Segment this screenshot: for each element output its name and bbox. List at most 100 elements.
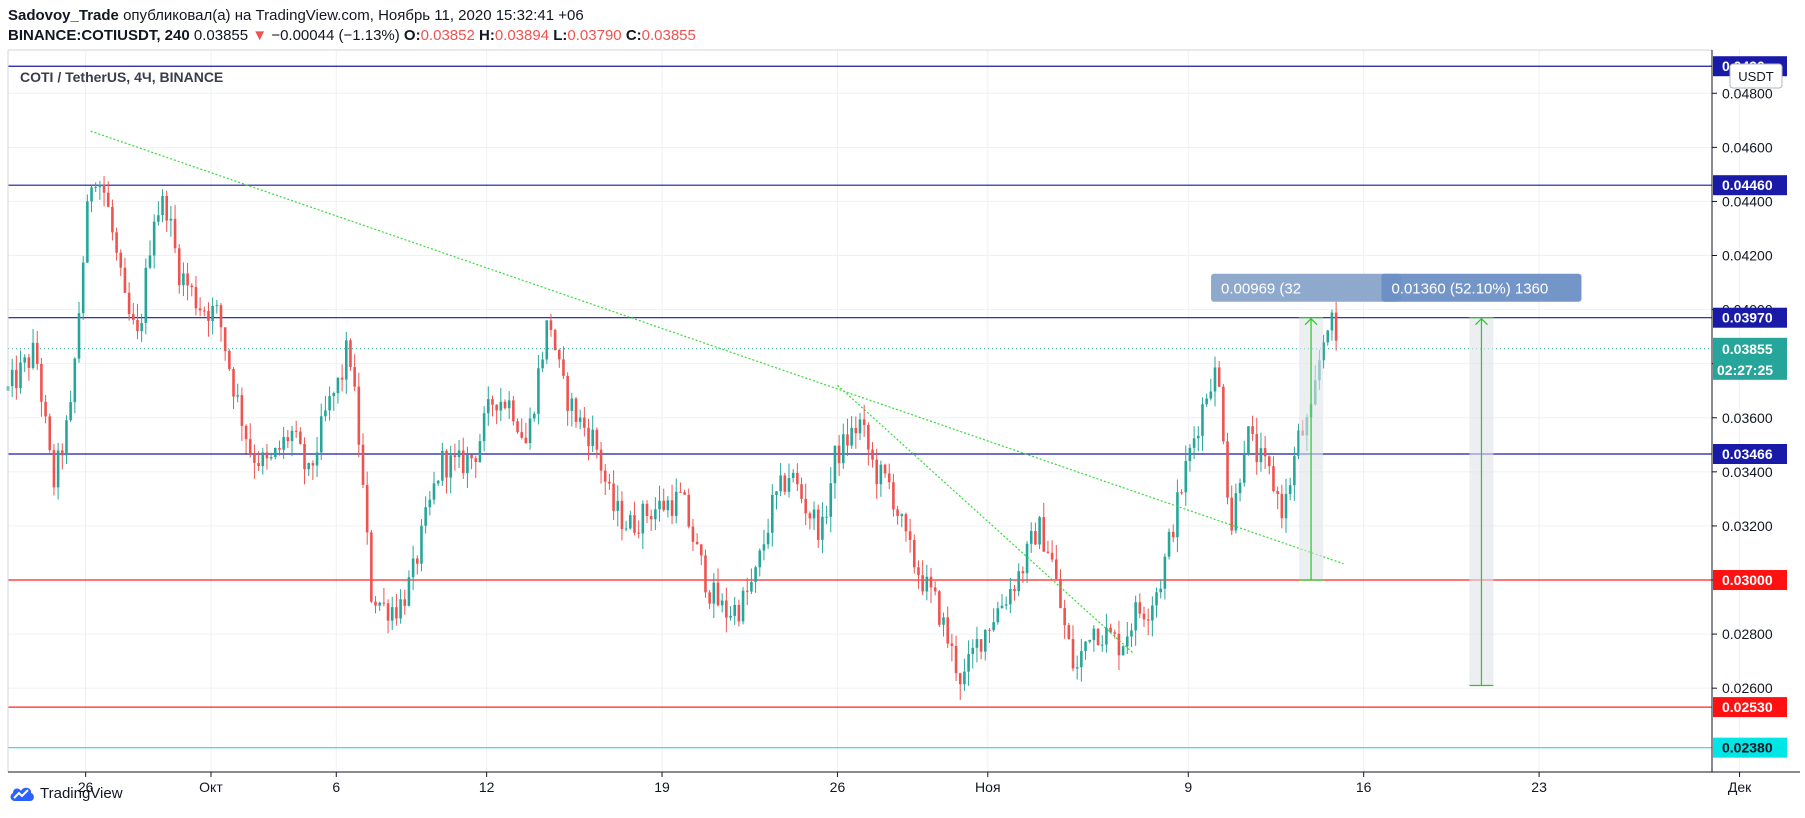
candle-body-68 xyxy=(290,430,294,442)
currency-badge-text: USDT xyxy=(1738,69,1773,84)
candle-84 xyxy=(357,372,361,458)
candle-102 xyxy=(432,471,436,505)
candle-body-152 xyxy=(641,503,645,534)
tradingview-logo[interactable]: TradingView xyxy=(8,783,123,803)
candle-body-216 xyxy=(908,531,912,540)
candle-body-34 xyxy=(148,255,152,268)
candle-body-193 xyxy=(812,509,816,519)
candle-body-84 xyxy=(357,386,361,445)
candle-body-258 xyxy=(1084,641,1087,652)
candle-237 xyxy=(996,601,1000,625)
candle-body-11 xyxy=(52,450,56,488)
x-tick-label-8: 16 xyxy=(1356,779,1372,795)
level-label-6: 0.02380 xyxy=(1713,737,1787,758)
candle-body-269 xyxy=(1130,630,1133,637)
candle-body-82 xyxy=(349,340,352,368)
candle-297 xyxy=(1247,426,1250,456)
candle-body-299 xyxy=(1255,433,1259,463)
candle-174 xyxy=(733,596,737,625)
candle-body-181 xyxy=(762,544,766,551)
candle-57 xyxy=(244,424,248,454)
candle-220 xyxy=(925,564,929,601)
y-tick-label-8: 0.03200 xyxy=(1722,518,1773,534)
candle-194 xyxy=(816,504,820,548)
candle-body-153 xyxy=(645,503,649,517)
candle-body-98 xyxy=(415,558,419,564)
candle-155 xyxy=(654,497,657,531)
candle-64 xyxy=(273,447,277,460)
candle-200 xyxy=(841,423,845,469)
candle-252 xyxy=(1059,569,1062,609)
candle-body-206 xyxy=(867,424,870,450)
candle-55 xyxy=(236,383,240,403)
y-tick-label-11: 0.02600 xyxy=(1722,680,1773,696)
candle-50 xyxy=(215,299,219,314)
candle-244 xyxy=(1025,541,1029,583)
candle-293 xyxy=(1230,485,1234,536)
candle-body-221 xyxy=(929,576,933,588)
candle-body-58 xyxy=(248,439,252,454)
currency-badge[interactable]: USDT xyxy=(1729,63,1783,89)
candle-201 xyxy=(846,418,849,456)
candle-body-138 xyxy=(583,417,586,428)
candle-body-187 xyxy=(787,478,791,492)
candle-276 xyxy=(1159,579,1163,599)
candle-245 xyxy=(1029,522,1033,553)
time-axis[interactable]: 26 Окт 6 12 19 26 Ноя 9 16 23 Дек xyxy=(78,772,1752,795)
level-label-text-6: 0.02380 xyxy=(1722,740,1773,756)
y-tick-label-1: 0.04600 xyxy=(1722,139,1773,155)
candle-body-151 xyxy=(637,532,640,534)
candle-body-214 xyxy=(900,514,904,517)
candle-203 xyxy=(854,416,858,449)
candle-11 xyxy=(52,443,56,496)
candle-body-129 xyxy=(545,320,549,360)
candle-body-14 xyxy=(65,420,68,456)
candle-3 xyxy=(19,350,22,394)
candle-body-12 xyxy=(56,450,60,488)
candle-body-174 xyxy=(733,604,737,616)
candle-72 xyxy=(307,462,311,476)
candle-body-42 xyxy=(182,273,185,286)
candle-body-22 xyxy=(98,184,102,187)
candle-body-272 xyxy=(1142,613,1146,620)
candle-body-300 xyxy=(1259,448,1263,463)
candle-body-43 xyxy=(186,273,189,286)
candle-112 xyxy=(474,455,478,479)
candle-52 xyxy=(223,327,227,361)
candle-body-215 xyxy=(904,514,908,532)
x-tick-label-1: Окт xyxy=(199,779,223,795)
candle-body-125 xyxy=(528,418,532,444)
candle-body-307 xyxy=(1288,485,1292,494)
candle-body-252 xyxy=(1059,578,1062,609)
candle-body-274 xyxy=(1151,605,1154,621)
candle-44 xyxy=(190,283,194,297)
candle-8 xyxy=(40,357,43,417)
candle-body-270 xyxy=(1134,602,1137,631)
candle-body-298 xyxy=(1251,426,1254,434)
measure-arrowhead-0 xyxy=(1304,317,1318,326)
close-value: 0.03855 xyxy=(641,27,696,44)
candle-body-204 xyxy=(858,419,862,434)
candle-131 xyxy=(553,328,557,351)
candle-1 xyxy=(10,358,14,398)
level-label-bg-4 xyxy=(1713,570,1787,591)
candle-235 xyxy=(988,627,991,644)
candle-145 xyxy=(612,470,615,520)
author-name[interactable]: Sadovoy_Trade xyxy=(8,7,119,24)
candle-280 xyxy=(1176,479,1179,553)
candle-body-126 xyxy=(532,413,536,419)
level-label-2: 0.03970 xyxy=(1713,307,1787,328)
candle-body-50 xyxy=(215,305,219,307)
candle-body-175 xyxy=(737,604,741,622)
candle-body-229 xyxy=(963,671,966,685)
candle-body-38 xyxy=(165,195,169,221)
candle-body-3 xyxy=(19,362,22,389)
candle-body-182 xyxy=(766,532,770,545)
candle-body-260 xyxy=(1092,628,1096,640)
candle-264 xyxy=(1109,623,1112,634)
chart-grid xyxy=(8,50,1741,772)
candle-139 xyxy=(587,418,590,461)
candle-162 xyxy=(683,489,686,495)
price-axis-labels: 0.04900.044600.039700.034660.030000.0253… xyxy=(1713,56,1787,758)
